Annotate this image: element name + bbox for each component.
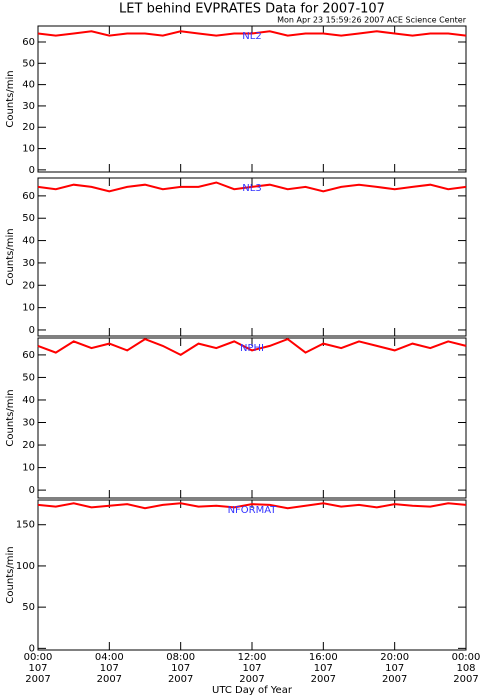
data-line [37, 181, 467, 193]
x-tick-label: 107 [242, 663, 261, 674]
panel-frame [37, 337, 467, 499]
series-label: NL2 [242, 31, 261, 42]
y-tick-label: 20 [22, 440, 35, 451]
subtitle: Mon Apr 23 15:59:26 2007 ACE Science Cen… [277, 16, 467, 25]
x-tick-label: 20:00 [380, 652, 409, 663]
y-tick-label: 100 [16, 561, 35, 572]
y-tick-label: 30 [22, 101, 35, 112]
x-tick-label: 2007 [453, 674, 478, 685]
panel-frame [37, 177, 467, 337]
x-tick-label: 16:00 [309, 652, 338, 663]
panel-frame [37, 25, 467, 173]
y-tick-label: 30 [22, 418, 35, 429]
y-tick-label: 150 [16, 520, 35, 531]
y-tick-label: 10 [22, 303, 35, 314]
x-tick-label: 108 [456, 663, 475, 674]
y-tick-label: 50 [22, 372, 35, 383]
y-axis-label: Counts/min [5, 546, 16, 603]
x-tick-label: 2007 [168, 674, 193, 685]
x-tick-label: 00:00 [24, 652, 53, 663]
y-tick-label: 0 [29, 325, 35, 336]
chart-title: LET behind EVPRATES Data for 2007-107 [119, 2, 385, 17]
x-tick-label: 2007 [382, 674, 407, 685]
y-tick-label: 60 [22, 37, 35, 48]
data-line [37, 502, 467, 510]
x-tick-label: 00:00 [452, 652, 481, 663]
x-tick-label: 08:00 [166, 652, 195, 663]
y-tick-label: 20 [22, 122, 35, 133]
y-tick-label: 60 [22, 350, 35, 361]
y-axis-label: Counts/min [5, 389, 16, 446]
y-tick-label: 40 [22, 80, 35, 91]
y-axis-label: Counts/min [5, 228, 16, 285]
x-tick-label: 107 [171, 663, 190, 674]
y-tick-label: 0 [29, 485, 35, 496]
series-label: NL3 [242, 183, 261, 194]
x-axis-label: UTC Day of Year [212, 685, 293, 696]
x-tick-label: 2007 [239, 674, 264, 685]
y-tick-label: 50 [22, 213, 35, 224]
y-tick-label: 0 [29, 165, 35, 176]
y-tick-label: 40 [22, 236, 35, 247]
series-label: NPHI [240, 343, 264, 354]
y-axis-label: Counts/min [5, 70, 16, 127]
y-tick-label: 20 [22, 280, 35, 291]
x-tick-label: 107 [385, 663, 404, 674]
data-line [37, 30, 467, 37]
y-tick-label: 60 [22, 191, 35, 202]
y-tick-label: 50 [22, 58, 35, 69]
x-tick-label: 2007 [311, 674, 336, 685]
y-tick-label: 0 [29, 643, 35, 654]
y-tick-label: 40 [22, 395, 35, 406]
y-tick-label: 10 [22, 463, 35, 474]
x-tick-label: 2007 [97, 674, 122, 685]
x-tick-label: 107 [314, 663, 333, 674]
x-tick-label: 107 [28, 663, 47, 674]
series-label: NFORMAT [228, 505, 278, 516]
x-tick-label: 107 [100, 663, 119, 674]
x-tick-label: 12:00 [238, 652, 267, 663]
y-tick-label: 50 [22, 602, 35, 613]
x-tick-label: 2007 [25, 674, 50, 685]
y-tick-label: 30 [22, 258, 35, 269]
x-tick-label: 04:00 [95, 652, 124, 663]
data-line [37, 337, 467, 357]
panel-frame [37, 499, 467, 651]
y-tick-label: 10 [22, 144, 35, 155]
